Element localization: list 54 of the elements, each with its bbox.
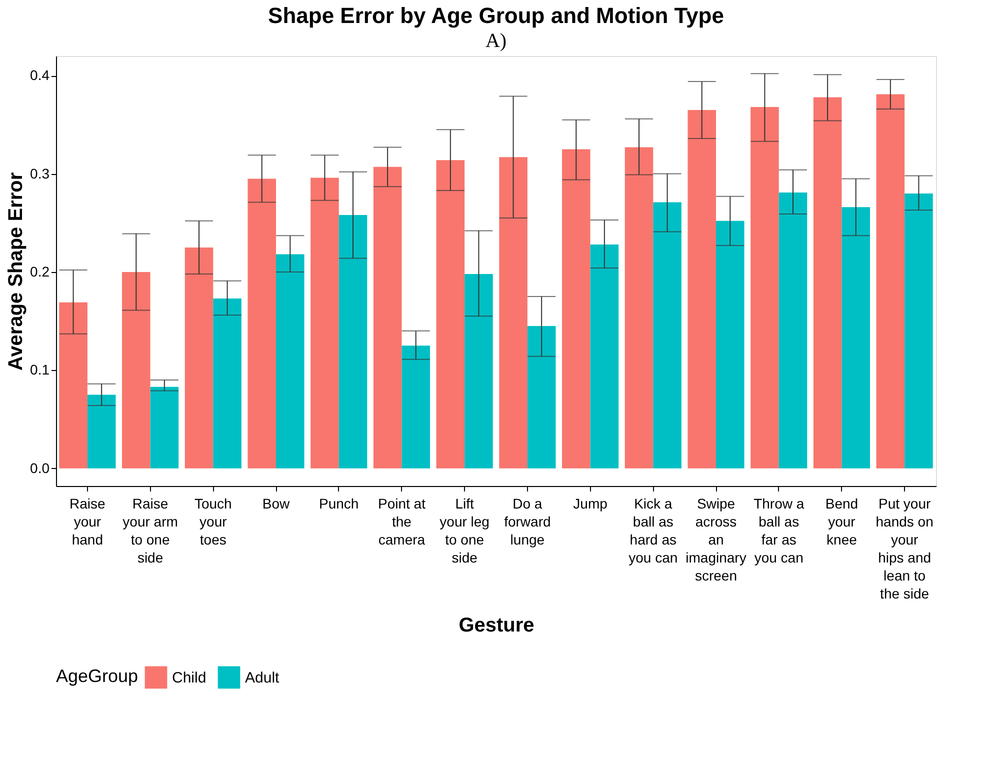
x-tick-label: Touch your toes	[194, 496, 232, 548]
legend-label: Adult	[245, 669, 280, 686]
legend-title: AgeGroup	[56, 666, 138, 686]
bar	[464, 274, 493, 468]
bar	[590, 244, 619, 468]
bar	[338, 215, 368, 468]
y-tick-label: 0.4	[30, 67, 50, 84]
bar	[813, 97, 842, 468]
bar	[688, 110, 716, 468]
bar	[276, 254, 304, 468]
x-tick-label: Swipe across an imaginary screen	[686, 496, 746, 584]
bar	[310, 178, 339, 468]
bar	[562, 149, 590, 468]
bar	[904, 193, 933, 468]
bar	[373, 166, 402, 468]
bar	[624, 147, 654, 468]
bar	[184, 247, 214, 468]
x-tick-label: Put your hands on your hips and lean to the side	[876, 496, 934, 602]
bar	[213, 298, 242, 468]
y-tick-label: 0.0	[30, 460, 50, 476]
bar	[59, 302, 88, 468]
y-axis-title: Average Shape Error	[5, 172, 28, 371]
y-tick-label: 0.1	[30, 362, 50, 378]
bar	[122, 272, 150, 468]
bar	[716, 220, 744, 468]
bar	[499, 157, 528, 468]
bar	[842, 207, 870, 468]
bar	[750, 107, 779, 468]
x-tick-label: Do a forward lunge	[504, 496, 551, 548]
x-tick-label: Raise your arm to one side	[122, 496, 178, 566]
x-tick-label: Jump	[573, 496, 608, 512]
x-tick-label: Lift your leg to one side	[440, 496, 490, 566]
bar	[653, 202, 682, 468]
bar	[402, 346, 430, 468]
x-tick-label: Point at the camera	[378, 496, 426, 548]
text: A)	[485, 30, 507, 52]
bar	[87, 394, 116, 468]
x-tick-label: Bend your knee	[825, 496, 858, 548]
bar	[778, 192, 808, 468]
bar	[248, 178, 276, 468]
x-tick-label: Punch	[319, 496, 359, 512]
x-tick-label: Kick a ball as hard as you can	[628, 496, 678, 566]
chart-title: Shape Error by Age Group and Motion Type	[268, 3, 724, 28]
x-tick-label: Raise your hand	[70, 496, 106, 548]
bar	[150, 386, 179, 468]
bar	[436, 160, 465, 468]
y-tick-label: 0.3	[30, 165, 50, 182]
x-tick-label: Throw a ball as far as you can	[754, 496, 804, 566]
bar	[527, 326, 556, 468]
y-tick-label: 0.2	[30, 263, 50, 280]
bar	[876, 94, 905, 468]
x-axis-title: Gesture	[458, 614, 534, 636]
legend-label: Child	[172, 669, 206, 686]
x-tick-label: Bow	[262, 496, 291, 512]
